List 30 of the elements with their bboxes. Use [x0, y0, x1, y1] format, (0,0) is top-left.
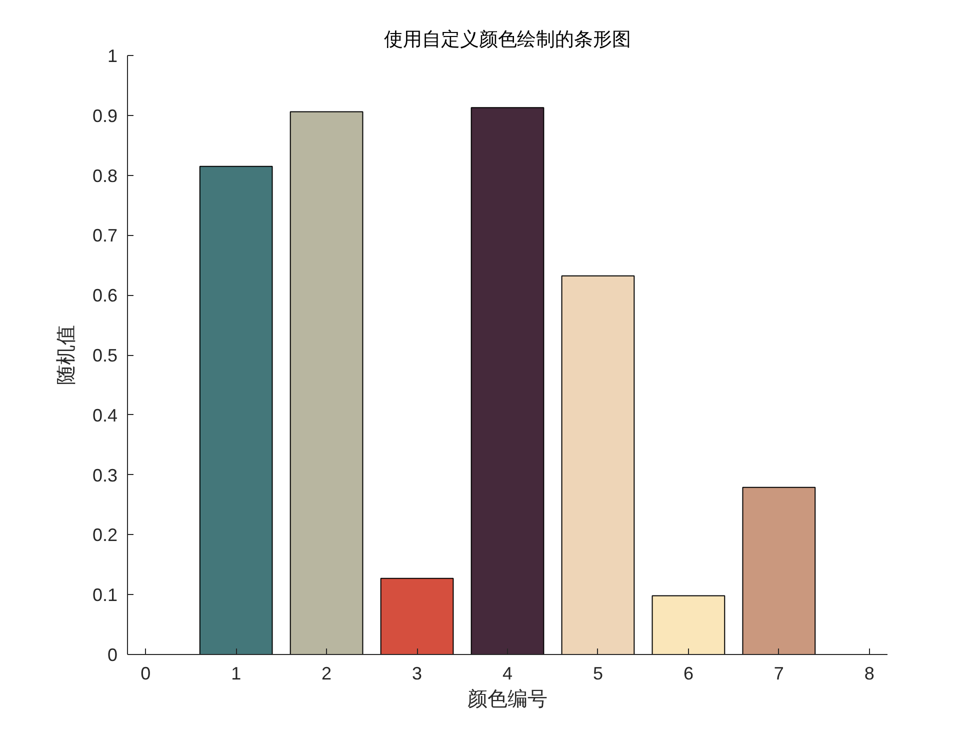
y-tick-label: 0.7: [92, 226, 118, 246]
y-tick-label: 0.2: [92, 525, 118, 546]
y-axis-title: 随机值: [55, 325, 78, 385]
x-tick-label: 0: [140, 664, 151, 684]
x-tick-label: 5: [592, 664, 603, 684]
x-tick-label: 8: [864, 664, 874, 684]
y-tick-label: 0.6: [92, 286, 118, 306]
x-tick-label: 6: [683, 664, 694, 684]
bar: [470, 107, 544, 654]
bar: [290, 111, 364, 654]
y-tick-label: 0.1: [92, 585, 118, 606]
y-tick-label: 0: [107, 645, 118, 665]
x-tick-label: 4: [502, 664, 513, 684]
bar: [380, 578, 454, 654]
bar: [652, 595, 726, 654]
bar: [742, 486, 816, 654]
bar: [561, 275, 635, 654]
y-tick-label: 0.5: [92, 346, 118, 366]
y-tick-label: 0.8: [92, 166, 118, 186]
y-tick-label: 0.9: [92, 106, 118, 126]
bar: [199, 166, 273, 654]
y-tick-label: 0.4: [92, 405, 118, 426]
x-tick-label: 2: [322, 664, 332, 684]
x-tick-label: 3: [412, 664, 422, 684]
x-tick-label: 1: [231, 664, 242, 684]
x-tick-label: 7: [774, 664, 784, 684]
x-axis-title: 颜色编号: [468, 688, 548, 710]
y-tick-label: 1: [107, 46, 118, 66]
y-tick-label: 0.3: [92, 465, 118, 486]
chart-title: 使用自定义颜色绘制的条形图: [384, 28, 631, 50]
